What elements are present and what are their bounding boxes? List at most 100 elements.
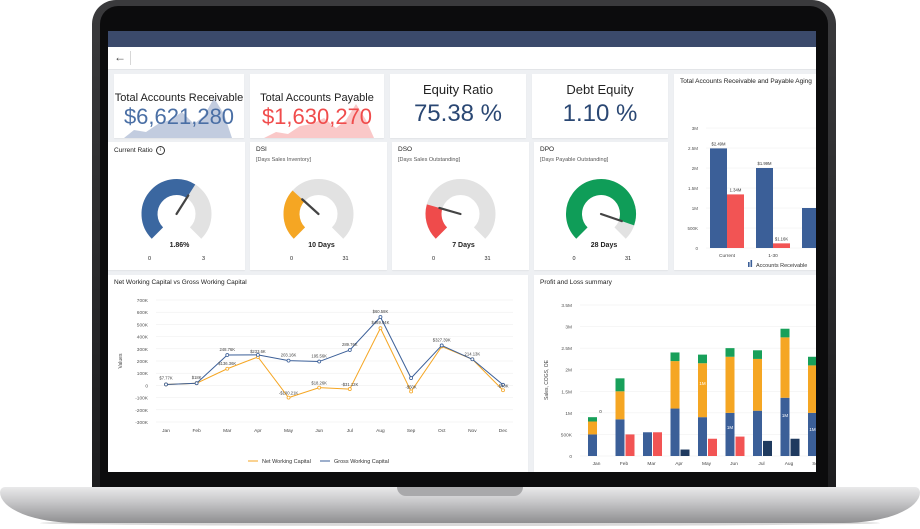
pl-stack-bar	[725, 412, 735, 456]
kpi-receivable-title: Total Accounts Receivable	[114, 92, 244, 104]
wc-y-tick: 400K	[137, 335, 149, 341]
gauge-fill	[283, 190, 306, 239]
aging-bar	[773, 243, 790, 248]
dpo-gauge: 28 Days 0 31	[566, 179, 636, 262]
aging-bar	[756, 168, 773, 248]
pl-y-tick: 3M	[565, 325, 572, 331]
pl-stack-bar	[670, 361, 680, 409]
kpi-payable-card[interactable]: Total Accounts Payable $1,630,270	[250, 74, 384, 138]
aging-y-tick: 1.5M	[688, 186, 698, 191]
wc-point-label: -$31.12K	[341, 382, 358, 387]
kpi-equity-title: Equity Ratio	[422, 82, 494, 97]
aging-bar	[727, 194, 744, 248]
gauge-title-dso: DSO	[398, 146, 413, 153]
kpi-receivable-value: $6,621,280	[123, 104, 235, 129]
profit-loss-chart-card[interactable]: Profit and Loss summary 3.5M 3M 2.5M 2M 1.5M…	[534, 275, 816, 472]
pl-y-tick: 2M	[565, 368, 572, 374]
pl-data-label: 1M	[809, 427, 816, 432]
wc-legend-gross: Gross Working Capital	[334, 459, 389, 465]
legend-bar-icon	[750, 260, 753, 267]
receivable-sparkline	[124, 98, 232, 138]
gauge-card-dsi[interactable]: DSI [Days Sales Inventory] 10 Days 0 31	[250, 142, 387, 270]
aging-x-label: Current	[719, 253, 736, 259]
wc-y-tick: 300K	[137, 347, 149, 353]
aging-chart-card[interactable]: Total Accounts Receivable and Payable Ag…	[674, 74, 816, 270]
gauge-card-dso[interactable]: DSO [Days Sales Outstanding] 7 Days 0 31	[392, 142, 529, 270]
back-arrow-icon[interactable]: ←	[114, 50, 126, 64]
kpi-equity-value: 75.38 %	[413, 100, 503, 127]
wc-point-label: 203.16K	[281, 353, 297, 358]
pl-stack-bar	[670, 352, 680, 362]
app-header-bar	[108, 31, 816, 47]
wc-y-tick: 200K	[137, 359, 149, 365]
pl-stack-bar	[588, 434, 597, 456]
gauge-card-dpo[interactable]: DPO [Days Payable Outstanding] 28 Days 0 3…	[534, 142, 668, 270]
wc-series-line	[165, 316, 504, 386]
pl-stack-bar	[780, 328, 790, 338]
aging-y-tick: 1M	[692, 206, 699, 211]
pl-stack-bar	[780, 397, 790, 456]
wc-point-label: $469.04K	[371, 320, 389, 325]
profit-loss-title: Profit and Loss summary	[540, 279, 612, 286]
gauge-max-label: 3	[202, 256, 205, 262]
payable-sparkline	[264, 104, 374, 138]
kpi-debt-card[interactable]: Debt Equity 1.10 %	[532, 74, 668, 138]
pl-y-tick: 0	[569, 454, 572, 460]
wc-x-label: Oct	[438, 428, 446, 434]
pl-stack-bar	[753, 358, 762, 411]
wc-point	[164, 382, 168, 387]
gauge-subtitle-dpo: [Days Payable Outstanding]	[540, 157, 609, 163]
gauge-value-label: 7 Days	[452, 242, 475, 249]
wc-y-tick: 100K	[137, 371, 149, 377]
gauge-fill	[425, 204, 448, 239]
kpi-debt-title: Debt Equity	[566, 82, 634, 97]
wc-point-label: -$40K	[497, 383, 508, 388]
wc-point	[225, 353, 230, 357]
aging-x-label: 1-30	[768, 253, 778, 259]
working-capital-title: Net Working Capital vs Gross Working Cap…	[114, 279, 247, 286]
kpi-receivable-card[interactable]: Total Accounts Receivable $6,621,280	[114, 74, 244, 138]
pl-x-label: Apr	[675, 461, 683, 467]
pl-stack-bar	[725, 348, 735, 357]
wc-legend-net: Net Working Capital	[262, 459, 311, 465]
wc-y-tick: 500K	[137, 322, 149, 328]
pl-stack-bar	[753, 350, 762, 359]
wc-y-tick: 600K	[137, 310, 149, 316]
wc-x-label: Jul	[347, 428, 353, 434]
pl-data-label: 1M	[699, 381, 706, 386]
wc-point	[409, 376, 413, 380]
aging-y-tick: 2.5M	[688, 146, 698, 151]
working-capital-chart-card[interactable]: Net Working Capital vs Gross Working Cap…	[108, 275, 528, 472]
kpi-equity-card[interactable]: Equity Ratio 75.38 %	[390, 74, 526, 138]
pl-side-bar	[790, 438, 800, 456]
aging-y-tick: 0	[695, 246, 698, 251]
wc-series-line	[165, 327, 504, 399]
pl-stack-bar	[698, 354, 707, 364]
pl-stack-bar	[588, 417, 597, 422]
wc-x-label: Jan	[162, 428, 170, 434]
pl-stack-bar	[670, 408, 680, 456]
pl-y-tick: 1.5M	[561, 389, 572, 395]
info-icon[interactable]: i	[155, 146, 165, 155]
gauge-needle	[438, 206, 462, 216]
wc-y-axis-label: Values	[118, 353, 124, 368]
pl-stack-bar	[643, 432, 652, 456]
pl-stack-bar	[615, 391, 625, 420]
wc-point-label: $327.39K	[433, 337, 451, 342]
wc-point	[347, 387, 352, 391]
wc-x-label: Dec	[499, 428, 508, 434]
pl-stack-bar	[780, 337, 790, 398]
pl-x-label: Jun	[730, 461, 738, 467]
toolbar: ←	[108, 47, 816, 70]
laptop-shadow	[40, 520, 880, 526]
aging-chart-title: Total Accounts Receivable and Payable Ag…	[680, 78, 812, 85]
wc-y-tick: -100K	[135, 396, 149, 402]
pl-side-bar	[680, 449, 690, 456]
wc-point-label: $18.26K	[311, 381, 327, 386]
gauge-card-current-ratio[interactable]: Current Ratio i 1.86% 0 3	[108, 142, 245, 270]
wc-x-label: Mar	[223, 428, 232, 434]
wc-point	[347, 348, 352, 352]
wc-x-label: Apr	[254, 428, 262, 434]
gauge-min-label: 0	[432, 256, 435, 262]
gauge-value-label: 10 Days	[308, 242, 335, 249]
